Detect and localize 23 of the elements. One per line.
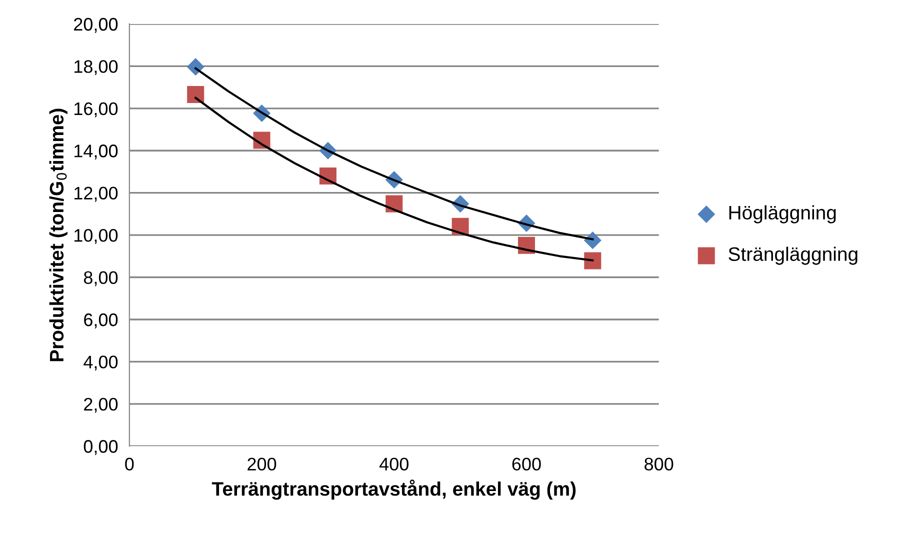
point: [187, 86, 204, 103]
y-tick-label: 14,00: [74, 144, 118, 160]
legend-label: Högläggning: [729, 205, 836, 224]
point: [186, 58, 204, 76]
point: [584, 252, 602, 270]
y-tick-label: 6,00: [84, 313, 118, 328]
y-tick-label: 0,00: [84, 440, 118, 455]
y-axis-title: Produktivitet (ton/G$_{0}$timme): [49, 108, 68, 362]
y-tick-label: 2,00: [84, 398, 118, 413]
y-tick-label: 20,00: [74, 18, 118, 33]
y-tick-label: 10,00: [74, 228, 118, 244]
y-tick-label: 12,00: [74, 186, 118, 202]
x-tick-label: 800: [644, 458, 674, 470]
y-tick-label: 18,00: [74, 60, 118, 76]
x-tick-label: 200: [248, 458, 276, 470]
legend-label: Strängläggning: [728, 246, 858, 265]
y-tick-label: 4,00: [84, 356, 118, 371]
y-tick-label: 8,00: [84, 271, 118, 286]
x-tick-label: 400: [379, 458, 408, 470]
x-axis-title: Terrängtransportavstånd, enkel väg (m): [212, 480, 576, 500]
y-tick-label: 16,00: [74, 102, 118, 118]
x-tick-label: 600: [512, 458, 541, 470]
x-tick-label: 0: [125, 458, 134, 470]
